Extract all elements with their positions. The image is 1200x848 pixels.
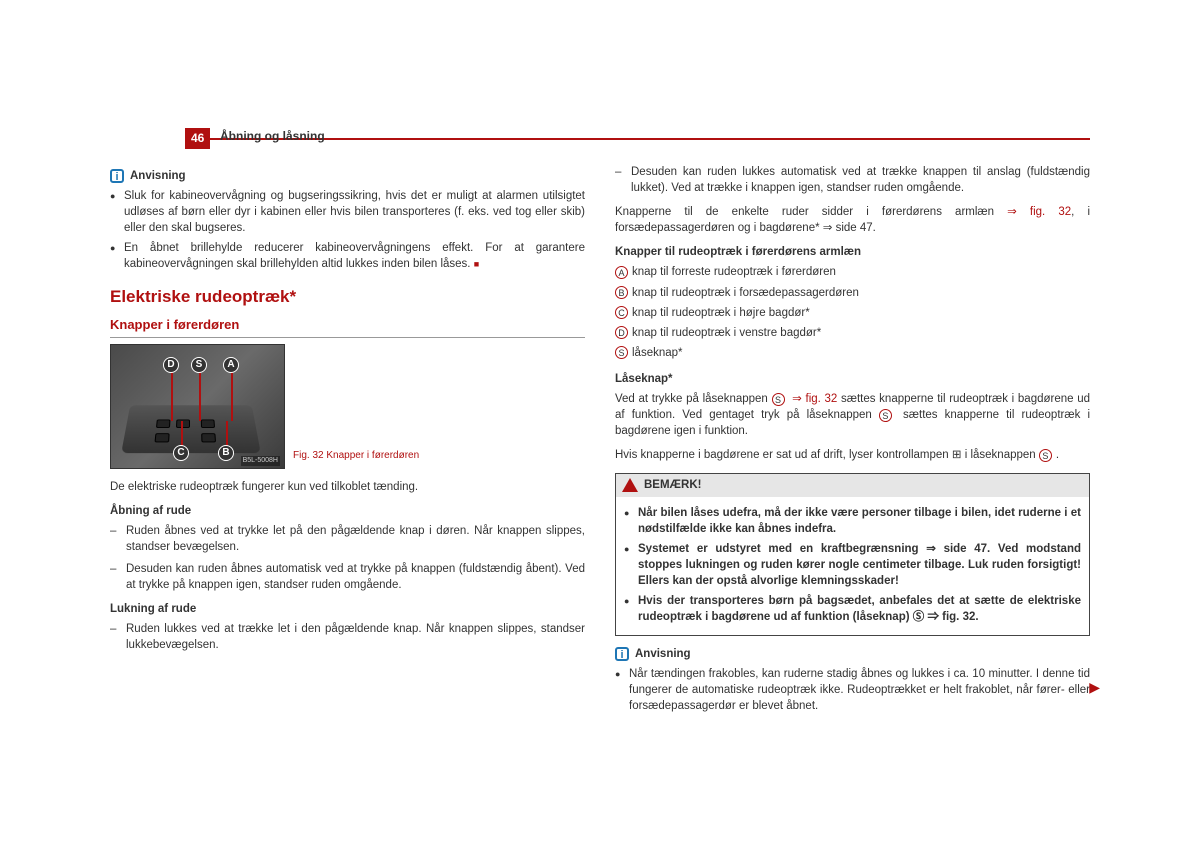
lock-paragraph-1: Ved at trykke på låseknappen S ⇒ fig. 32… (615, 391, 1090, 439)
list-item: Desuden kan ruden lukkes automatisk ved … (615, 164, 1090, 196)
list-item: Slåseknap* (615, 345, 1090, 361)
buttons-location-paragraph: Knapperne til de enkelte ruder sidder i … (615, 204, 1090, 236)
continue-arrow-icon: ▶ (1089, 678, 1100, 698)
list-item: Aknap til forreste rudeoptræk i førerdør… (615, 264, 1090, 280)
list-item: Når tændingen frakobles, kan ruderne sta… (615, 666, 1090, 714)
list-item: Sluk for kabineovervågning og bugserings… (110, 188, 585, 236)
figure-label-C: C (173, 445, 189, 461)
info-icon: i (110, 169, 124, 183)
indicator-icon: ⊞ (952, 449, 962, 461)
figure-label-A: A (223, 357, 239, 373)
anvisning2-title: Anvisning (635, 646, 691, 662)
lock-paragraph-2: Hvis knapperne i bagdørene er sat ud af … (615, 447, 1090, 463)
closing-list: Ruden lukkes ved at trække let i den påg… (110, 621, 585, 653)
info-icon: i (615, 647, 629, 661)
figure-caption: Fig. 32 Knapper i førerdøren (293, 449, 419, 463)
list-item: Hvis der transporteres børn på bagsædet,… (624, 593, 1081, 625)
button-legend-list: Aknap til forreste rudeoptræk i førerdør… (615, 264, 1090, 360)
closing-heading: Lukning af rude (110, 601, 585, 617)
list-item: Når bilen låses udefra, må der ikke være… (624, 505, 1081, 537)
circle-letter-B: B (615, 286, 628, 299)
figure-id: B5L-5008H (241, 456, 280, 466)
warning-list: Når bilen låses udefra, må der ikke være… (624, 505, 1081, 626)
page-number-badge: 46 (185, 128, 210, 149)
list-item: Ruden åbnes ved at trykke let på den påg… (110, 523, 585, 555)
opening-list: Ruden åbnes ved at trykke let på den påg… (110, 523, 585, 593)
list-item: Cknap til rudeoptræk i højre bagdør* (615, 305, 1090, 321)
circle-letter-D: D (615, 326, 628, 339)
right-column: Desuden kan ruden lukkes automatisk ved … (615, 160, 1090, 723)
buttons-heading: Knapper til rudeoptræk i førerdørens arm… (615, 244, 1090, 260)
end-marker-icon: ■ (474, 259, 479, 269)
warning-title: BEMÆRK! (644, 477, 702, 493)
list-item: Ruden lukkes ved at trække let i den påg… (110, 621, 585, 653)
chapter-title: Åbning og låsning (220, 128, 325, 145)
fig-reference: ⇒ fig. 32 (789, 393, 838, 405)
lock-heading: Låseknap* (615, 371, 1090, 387)
section-subtitle: Knapper i førerdøren (110, 316, 585, 337)
circle-letter-S: S (615, 346, 628, 359)
anvisning-title: Anvisning (130, 168, 186, 184)
fig-reference: ⇒ fig. 32 (1007, 206, 1071, 218)
anvisning2-list: Når tændingen frakobles, kan ruderne sta… (615, 666, 1090, 714)
figure-label-S: S (191, 357, 207, 373)
intro-paragraph: De elektriske rudeoptræk fungerer kun ve… (110, 479, 585, 495)
anvisning-heading: i Anvisning (110, 168, 585, 184)
circle-letter-C: C (615, 306, 628, 319)
figure-label-B: B (218, 445, 234, 461)
left-column: i Anvisning Sluk for kabineovervågning o… (110, 160, 585, 723)
figure-row: D S A C B B5L-5008H Fig. 32 Knapper i fø… (110, 344, 585, 469)
section-title: Elektriske rudeoptræk* (110, 285, 585, 309)
anvisning2-heading: i Anvisning (615, 646, 1090, 662)
circle-letter-S-inline: S (879, 409, 892, 422)
list-item: Bknap til rudeoptræk i forsædepassagerdø… (615, 285, 1090, 301)
list-item: Dknap til rudeoptræk i venstre bagdør* (615, 325, 1090, 341)
figure-label-D: D (163, 357, 179, 373)
warning-box: BEMÆRK! Når bilen låses udefra, må der i… (615, 473, 1090, 636)
list-item: Desuden kan ruden åbnes automatisk ved a… (110, 561, 585, 593)
circle-letter-S-inline: S (1039, 449, 1052, 462)
list-item: En åbnet brillehylde reducerer kabineove… (110, 240, 585, 272)
circle-letter-A: A (615, 266, 628, 279)
armrest-graphic (121, 405, 261, 453)
list-item: Systemet er udstyret med en kraftbegræns… (624, 541, 1081, 589)
opening-heading: Åbning af rude (110, 503, 585, 519)
closing-cont-list: Desuden kan ruden lukkes automatisk ved … (615, 164, 1090, 196)
warning-triangle-icon (622, 478, 638, 492)
figure-32-image: D S A C B B5L-5008H (110, 344, 285, 469)
warning-header: BEMÆRK! (616, 474, 1089, 496)
circle-letter-S-inline: S (772, 393, 785, 406)
anvisning-list: Sluk for kabineovervågning og bugserings… (110, 188, 585, 272)
